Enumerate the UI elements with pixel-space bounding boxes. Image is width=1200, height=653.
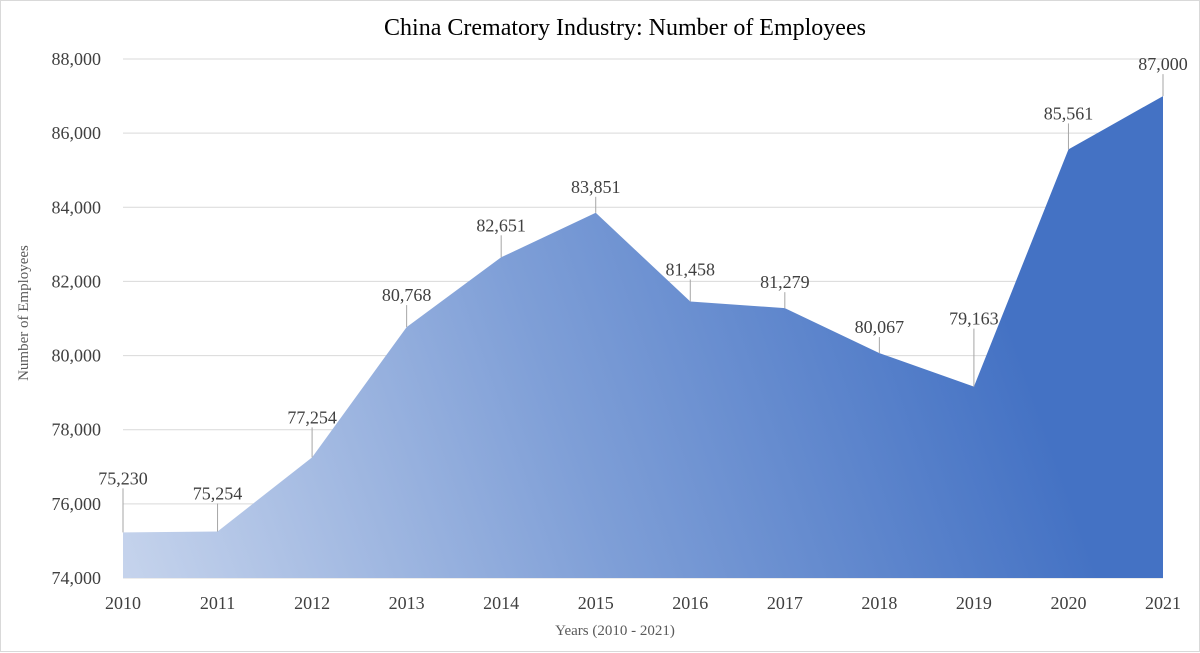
data-label: 75,230 [98, 468, 148, 488]
data-label: 81,458 [666, 260, 716, 280]
x-tick-label: 2013 [389, 593, 425, 613]
x-tick-label: 2020 [1050, 593, 1086, 613]
data-label: 82,651 [476, 215, 526, 235]
x-tick-label: 2019 [956, 593, 992, 613]
y-tick-label: 88,000 [52, 49, 102, 69]
chart-title: China Crematory Industry: Number of Empl… [384, 15, 866, 41]
x-tick-label: 2014 [483, 593, 519, 613]
y-tick-label: 84,000 [52, 197, 102, 217]
x-tick-label: 2017 [767, 593, 803, 613]
x-tick-label: 2021 [1145, 593, 1181, 613]
x-tick-label: 2012 [294, 593, 330, 613]
x-tick-label: 2015 [578, 593, 614, 613]
x-axis-ticks: 2010 2011 2012 2013 2014 2015 2016 2017 2018 2019… [105, 593, 1181, 613]
data-label: 79,163 [949, 309, 999, 329]
data-label: 77,254 [287, 407, 337, 427]
y-tick-label: 86,000 [52, 123, 102, 143]
data-labels: 75,230 75,254 77,254 80,768 82,651 83,851 81,4… [98, 54, 1188, 533]
x-axis-label: Years (2010 - 2021) [555, 623, 675, 639]
x-tick-label: 2016 [672, 593, 708, 613]
x-tick-label: 2010 [105, 593, 141, 613]
y-tick-label: 74,000 [52, 568, 102, 588]
y-axis-label: Number of Employees [16, 245, 32, 381]
data-label: 80,768 [382, 285, 432, 305]
x-tick-label: 2011 [200, 593, 235, 613]
data-label: 80,067 [855, 317, 905, 337]
data-label: 75,254 [193, 484, 243, 504]
x-tick-label: 2018 [861, 593, 897, 613]
y-axis-ticks: 74,000 76,000 78,000 80,000 82,000 84,000 86,0… [52, 49, 102, 588]
y-tick-label: 76,000 [52, 494, 102, 514]
y-tick-label: 80,000 [52, 346, 102, 366]
y-tick-label: 78,000 [52, 420, 102, 440]
data-label: 87,000 [1138, 54, 1188, 74]
data-label: 85,561 [1044, 103, 1094, 123]
y-tick-label: 82,000 [52, 271, 102, 291]
area-series [123, 96, 1163, 579]
data-label: 81,279 [760, 272, 810, 292]
data-label: 83,851 [571, 177, 621, 197]
